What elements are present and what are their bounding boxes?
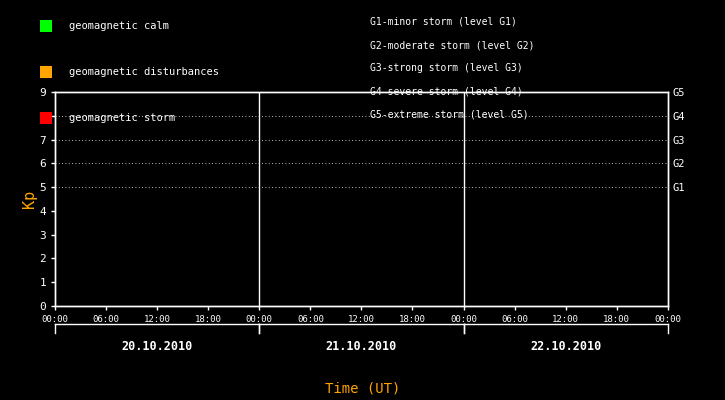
Text: Time (UT): Time (UT) xyxy=(325,381,400,395)
Text: G1-minor storm (level G1): G1-minor storm (level G1) xyxy=(370,17,517,27)
Text: 21.10.2010: 21.10.2010 xyxy=(326,340,397,353)
Text: 22.10.2010: 22.10.2010 xyxy=(530,340,601,353)
Text: G2-moderate storm (level G2): G2-moderate storm (level G2) xyxy=(370,40,534,50)
Text: geomagnetic storm: geomagnetic storm xyxy=(69,113,175,123)
Text: G4-severe storm (level G4): G4-severe storm (level G4) xyxy=(370,87,523,97)
Y-axis label: Kp: Kp xyxy=(22,190,36,208)
Text: geomagnetic disturbances: geomagnetic disturbances xyxy=(69,67,219,77)
Text: G3-strong storm (level G3): G3-strong storm (level G3) xyxy=(370,64,523,74)
Text: 20.10.2010: 20.10.2010 xyxy=(122,340,193,353)
Text: geomagnetic calm: geomagnetic calm xyxy=(69,21,169,31)
Text: G5-extreme storm (level G5): G5-extreme storm (level G5) xyxy=(370,110,529,120)
